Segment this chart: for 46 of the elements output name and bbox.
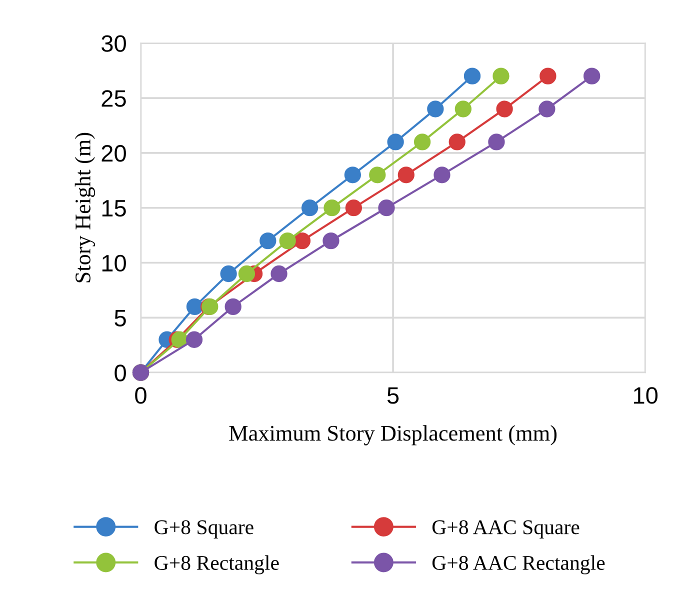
legend-label: G+8 AAC Rectangle [432,555,605,574]
point [220,265,237,282]
point [488,134,505,150]
point [538,100,556,118]
point [369,166,386,184]
y-tick-label: 5 [114,310,126,326]
point [238,265,256,282]
x-axis-title: Maximum Story Displacement (mm) [229,425,557,446]
point [260,232,276,250]
x-tick-label: 0 [135,387,146,404]
point [270,265,288,282]
legend-label: G+8 Square [154,520,254,539]
point [427,100,444,118]
point [294,232,311,250]
y-tick-label: 10 [102,254,126,272]
x-tick-label: 10 [634,387,658,404]
y-tick-label: 0 [114,364,126,382]
point [492,68,510,84]
y-tick-label: 30 [102,35,126,52]
y-axis-title: Story Height (m) [74,132,96,282]
point [301,200,318,216]
point [186,298,204,316]
point [434,166,450,184]
point [448,134,466,150]
point [186,331,203,348]
point [584,68,600,84]
point [398,166,414,184]
point [345,200,362,216]
y-tick-label: 20 [102,145,126,162]
point [279,232,296,250]
point [387,134,404,150]
point [414,134,431,150]
point [378,200,395,216]
x-tick-label: 5 [387,387,399,404]
point [464,68,481,84]
legend-label: G+8 Rectangle [154,555,279,574]
point [344,166,362,184]
point [540,68,556,84]
point [496,100,513,118]
point [224,298,242,316]
y-tick-label: 15 [102,200,126,217]
point [454,100,472,118]
point [324,200,340,216]
point [322,232,340,250]
legend-label: G+8 AAC Square [432,520,580,539]
y-tick-label: 25 [102,90,126,107]
